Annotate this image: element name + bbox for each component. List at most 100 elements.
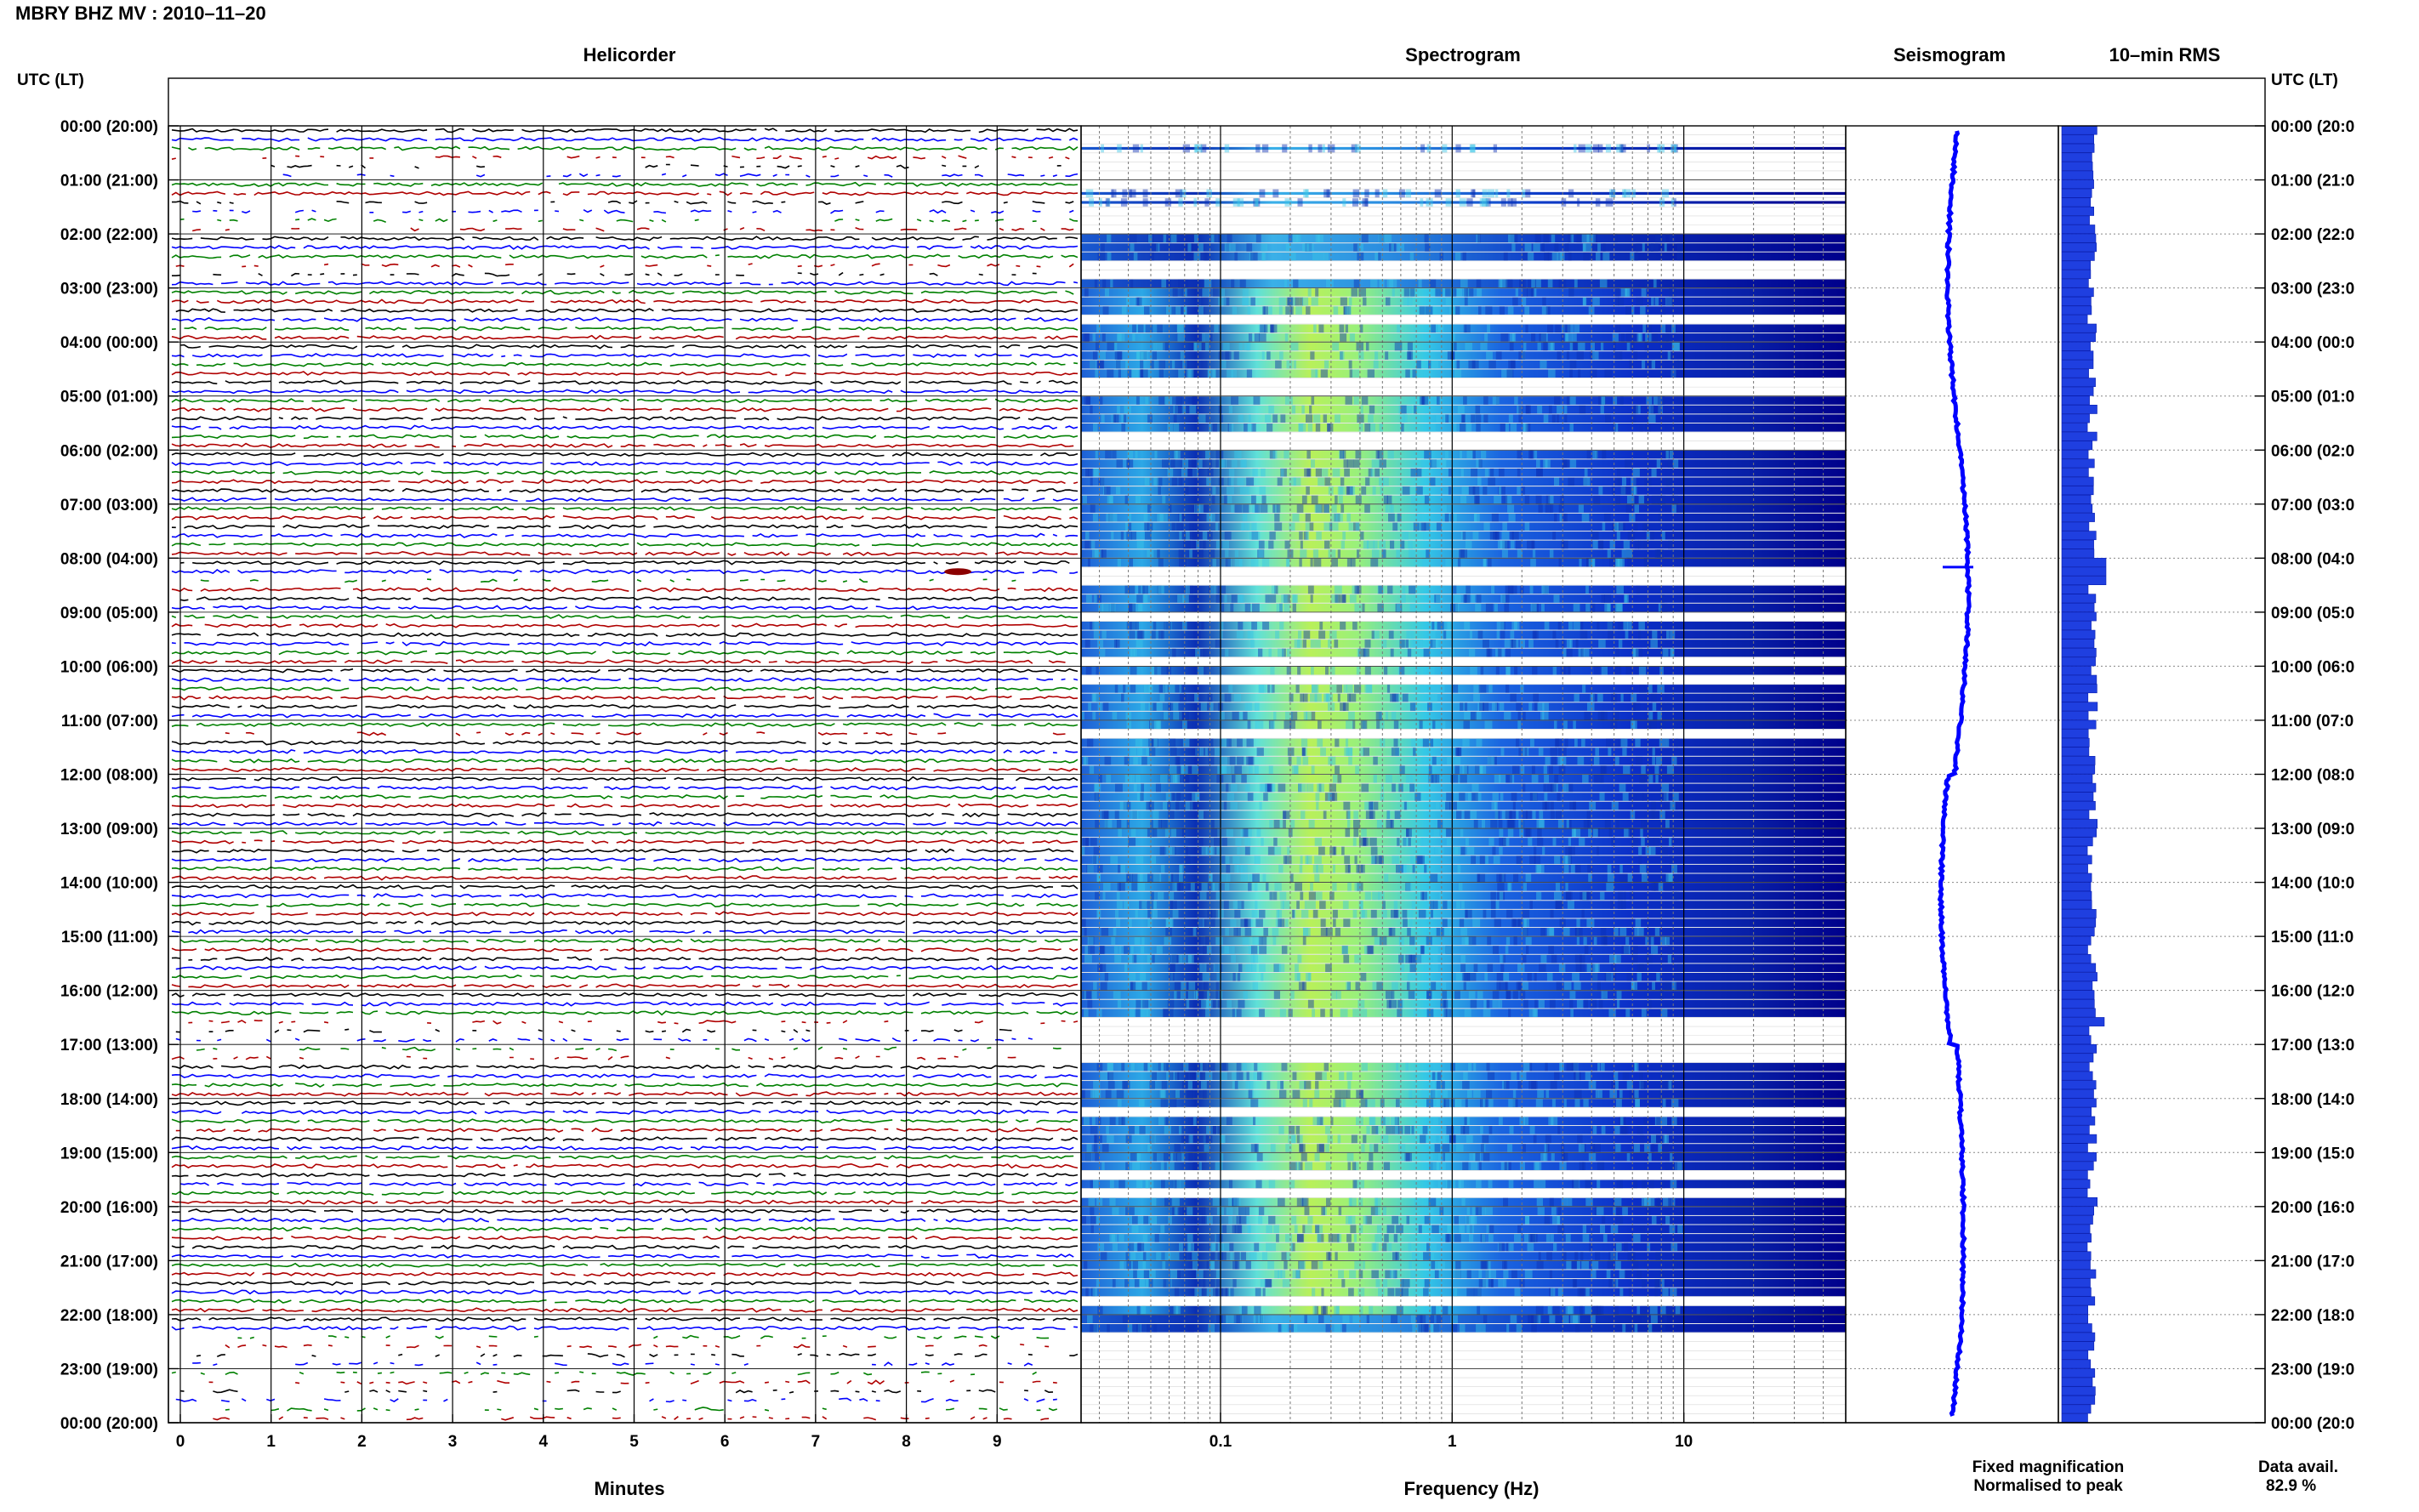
spectrogram-row — [1081, 738, 1846, 747]
spectrogram-cell — [1473, 513, 1477, 522]
spectrogram-cell — [1634, 252, 1639, 261]
spectrogram-cell — [1192, 396, 1198, 405]
spectrogram-cell — [1475, 603, 1482, 612]
spectrogram-cell — [1375, 711, 1382, 720]
spectrogram-cell — [1564, 513, 1568, 522]
spectrogram-cell — [1549, 1270, 1553, 1279]
spectrogram-cell — [1242, 828, 1249, 838]
spectrogram-cell — [1601, 396, 1605, 405]
spectrogram-row — [1081, 549, 1846, 558]
spectrogram-cell — [1662, 1134, 1667, 1144]
spectrogram-cell — [1334, 1324, 1341, 1333]
spectrogram-cell — [1332, 342, 1340, 351]
spectrogram-cell — [1551, 1234, 1554, 1242]
spectrogram-cell — [1096, 1279, 1100, 1287]
spectrogram-cell — [1291, 234, 1299, 243]
helicorder-trace — [213, 1416, 1050, 1421]
spectrogram-cell — [1312, 1305, 1318, 1315]
spectrogram-cell — [1450, 342, 1457, 351]
helicorder-trace — [171, 632, 1079, 638]
spectrogram-cell — [1237, 928, 1241, 936]
spectrogram-cell — [1103, 702, 1109, 711]
spectrogram-cell — [1597, 1062, 1601, 1071]
spectrogram-cell — [1206, 477, 1211, 486]
spectrogram-cell — [1296, 1197, 1304, 1207]
spectrogram-cell — [1409, 1260, 1412, 1270]
spectrogram-cell — [1385, 351, 1389, 360]
spectrogram-cell — [1175, 1305, 1179, 1315]
spectrogram-cell — [1320, 747, 1326, 756]
spectrogram-cell — [1562, 459, 1570, 468]
spectrogram-cell — [1530, 1315, 1537, 1323]
spectrogram-cell — [1430, 909, 1434, 918]
spectrogram-cell — [1428, 765, 1432, 774]
spectrogram-cell — [1373, 775, 1377, 783]
helicorder-trace — [171, 1271, 1079, 1277]
spectrogram-cell — [1268, 405, 1274, 414]
spectrogram-cell — [1360, 909, 1365, 918]
spectrogram-cell — [1595, 963, 1599, 972]
spectrogram-cell — [1371, 801, 1379, 810]
spectrogram-cell — [1302, 928, 1311, 936]
spectrogram-cell — [1624, 946, 1631, 954]
spectrogram-cell — [1658, 513, 1663, 522]
spectrogram-cell — [1672, 801, 1679, 810]
spectrogram-cell — [1182, 1207, 1189, 1215]
spectrogram-cell — [1610, 963, 1617, 972]
spectrogram-cell — [1321, 1305, 1326, 1315]
spectrogram-cell — [1407, 342, 1413, 351]
spectrogram-cell — [1579, 1162, 1585, 1170]
spectrogram-cell — [1323, 810, 1327, 819]
spectrogram-cell — [1136, 351, 1140, 360]
helicorder-trace — [171, 389, 1079, 395]
spectrogram-cell — [1443, 414, 1448, 423]
spectrogram-cell — [1129, 1207, 1135, 1215]
spectrogram-cell — [1499, 999, 1503, 1009]
spectrogram-cell — [1194, 504, 1199, 513]
spectrogram-cell — [1640, 1134, 1645, 1144]
spectrogram-cell — [1164, 1252, 1171, 1260]
spectrogram-cell — [1139, 901, 1147, 909]
spectrogram-cell — [1182, 144, 1190, 153]
spectrogram-cell — [1272, 928, 1279, 936]
spectrogram-cell — [1671, 342, 1680, 351]
spectrogram-row — [1081, 288, 1846, 297]
spectrogram-cell — [1098, 549, 1103, 558]
spectrogram-cell — [1642, 1279, 1646, 1287]
spectrogram-cell — [1661, 531, 1665, 540]
spectrogram-cell — [1651, 243, 1659, 252]
spectrogram-cell — [1641, 1009, 1647, 1017]
spectrogram-cell — [1203, 1279, 1206, 1287]
spectrogram-cell — [1613, 1279, 1617, 1287]
spectrogram-cell — [1499, 873, 1506, 883]
time-label-right: 11:00 (07:0 — [2271, 713, 2354, 730]
spectrogram-cell — [1363, 297, 1367, 306]
time-label-right: 15:00 (11:0 — [2271, 929, 2354, 946]
spectrogram-cell — [1486, 1225, 1490, 1234]
spectrogram-cell — [1090, 360, 1096, 369]
spectrogram-cell — [1503, 838, 1510, 846]
spectrogram-cell — [1130, 243, 1135, 252]
spectrogram-cell — [1624, 1242, 1629, 1252]
spectrogram-cell — [1382, 1242, 1387, 1252]
spectrogram-cell — [1500, 540, 1508, 549]
spectrogram-cell — [1186, 369, 1194, 378]
helicorder-trace — [171, 1073, 1079, 1079]
spectrogram-cell — [1209, 1242, 1213, 1252]
spectrogram-cell — [1158, 360, 1166, 369]
spectrogram-cell — [1154, 450, 1158, 459]
helicorder-trace — [225, 732, 1073, 736]
spectrogram-cell — [1473, 1062, 1477, 1071]
spectrogram-cell — [1348, 756, 1352, 765]
spectrogram-cell — [1193, 198, 1198, 207]
spectrogram-cell — [1353, 396, 1359, 405]
spectrogram-cell — [1215, 639, 1222, 648]
rms-bar — [2061, 242, 2097, 253]
spectrogram-cell — [1561, 1197, 1568, 1207]
helicorder-trace — [171, 1136, 1079, 1142]
spectrogram-cell — [1349, 693, 1357, 702]
spectrogram-cell — [1437, 1179, 1442, 1189]
spectrogram-cell — [1585, 1305, 1592, 1315]
spectrogram-cell — [1479, 198, 1487, 207]
spectrogram-cell — [1152, 1197, 1157, 1207]
